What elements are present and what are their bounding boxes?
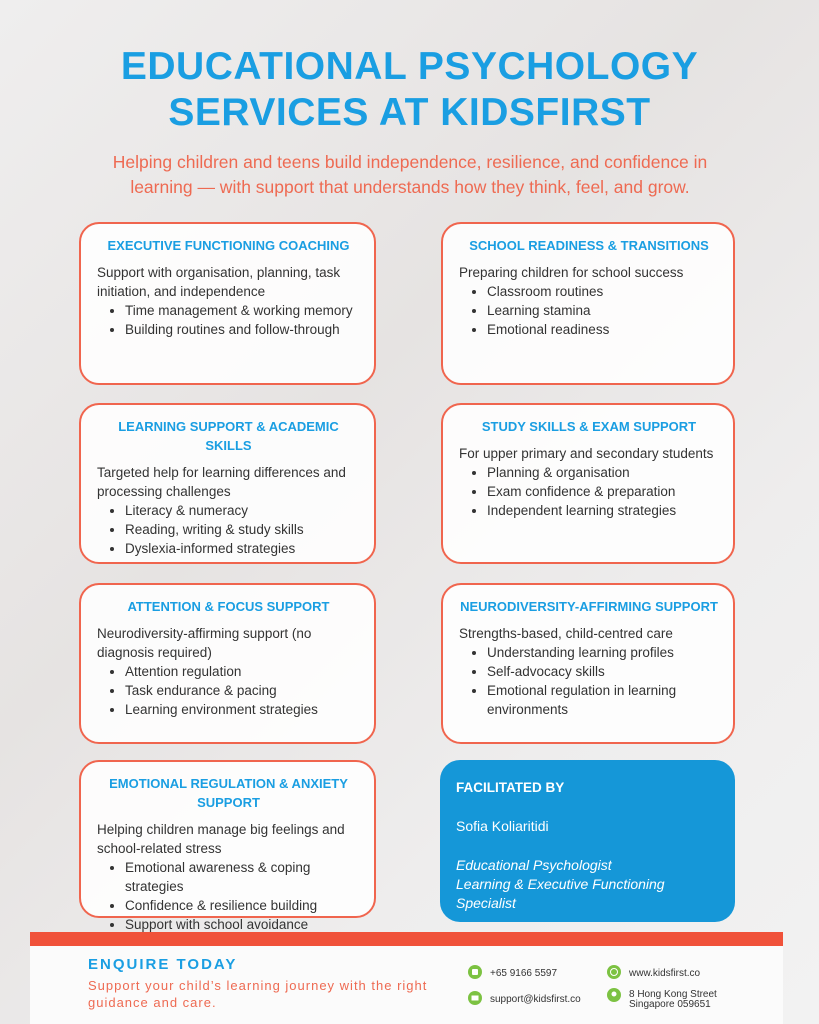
service-item: Task endurance & pacing [125,681,360,700]
service-item: Literacy & numeracy [125,501,360,520]
service-item: Reading, writing & study skills [125,520,360,539]
service-item: Independent learning strategies [487,501,719,520]
service-title: LEARNING SUPPORT & ACADEMIC SKILLS [118,419,339,453]
website: www.kidsfirst.co [629,968,701,979]
service-card: STUDY SKILLS & EXAM SUPPORT For upper pri… [441,403,735,564]
facilitator-card: FACILITATED BY Sofia Koliaritidi Educati… [440,760,735,922]
service-title: NEURODIVERSITY-AFFIRMING SUPPORT [460,599,718,614]
service-card: LEARNING SUPPORT & ACADEMIC SKILLS Target… [79,403,376,564]
service-list: Literacy & numeracyReading, writing & st… [97,501,360,558]
phone: +65 9166 5597 [490,968,558,979]
service-item: Emotional awareness & coping strategies [125,858,360,896]
web-icon [607,965,621,979]
facilitator-role: Learning & Executive Functioning Special… [456,876,665,911]
service-card: EXECUTIVE FUNCTIONING COACHING Support wi… [79,222,376,385]
service-list: Time management & working memoryBuilding… [97,301,360,339]
service-item: Confidence & resilience building [125,896,360,915]
email-icon [468,991,482,1005]
service-list: Emotional awareness & coping strategiesC… [97,858,360,934]
service-list: Planning & organisationExam confidence &… [459,463,719,520]
address: 8 Hong Kong Street [629,989,717,1000]
service-intro: Preparing children for school success [459,265,684,280]
service-item: Planning & organisation [487,463,719,482]
phone-icon [468,965,482,979]
service-card: ATTENTION & FOCUS SUPPORT Neurodiversity-… [79,583,376,744]
service-title: SCHOOL READINESS & TRANSITIONS [469,238,709,253]
service-intro: Strengths-based, child-centred care [459,626,673,641]
service-item: Building routines and follow-through [125,320,360,339]
subtitle: Helping children and teens build indepen… [112,152,708,197]
service-item: Time management & working memory [125,301,360,320]
service-item: Emotional readiness [487,320,719,339]
facilitator-name: Sofia Koliaritidi [456,818,549,834]
service-intro: Targeted help for learning differences a… [97,465,346,499]
location-icon [607,988,621,1002]
facilitator-role: Educational Psychologist [456,857,612,873]
service-card: SCHOOL READINESS & TRANSITIONS Preparing … [441,222,735,385]
service-item: Classroom routines [487,282,719,301]
service-card: EMOTIONAL REGULATION & ANXIETY SUPPORT He… [79,760,376,932]
service-title: EXECUTIVE FUNCTIONING COACHING [107,238,350,253]
service-list: Attention regulationTask endurance & pac… [97,662,360,719]
service-item: Learning stamina [487,301,719,320]
service-intro: For upper primary and secondary students [459,446,714,461]
service-item: Learning environment strategies [125,700,360,719]
email: support@kidsfirst.co [490,994,581,1005]
footer: ENQUIRE TODAY Support your child’s learn… [30,946,783,1024]
service-item: Attention regulation [125,662,360,681]
service-item: Emotional regulation in learning environ… [487,681,719,719]
service-item: Understanding learning profiles [487,643,719,662]
address: Singapore 059651 [629,999,711,1010]
service-list: Understanding learning profilesSelf-advo… [459,643,719,719]
service-item: Dyslexia-informed strategies [125,539,360,558]
service-title: EMOTIONAL REGULATION & ANXIETY SUPPORT [109,776,348,810]
service-title: ATTENTION & FOCUS SUPPORT [127,599,330,614]
facilitator-heading: FACILITATED BY [456,780,565,795]
service-list: Classroom routinesLearning staminaEmotio… [459,282,719,339]
footer-tagline: Support your child’s learning journey wi… [88,978,428,1010]
service-intro: Neurodiversity-affirming support (no dia… [97,626,312,660]
service-item: Exam confidence & preparation [487,482,719,501]
service-intro: Support with organisation, planning, tas… [97,265,341,299]
service-item: Support with school avoidance [125,915,360,934]
service-title: STUDY SKILLS & EXAM SUPPORT [481,419,697,434]
footer-heading: ENQUIRE TODAY [88,956,238,973]
service-intro: Helping children manage big feelings and… [97,822,345,856]
title: EDUCATIONAL PSYCHOLOGY SERVICES AT KIDSF… [120,45,699,134]
service-item: Self-advocacy skills [487,662,719,681]
footer-bar [30,932,783,946]
service-card: NEURODIVERSITY-AFFIRMING SUPPORT Strength… [441,583,735,744]
